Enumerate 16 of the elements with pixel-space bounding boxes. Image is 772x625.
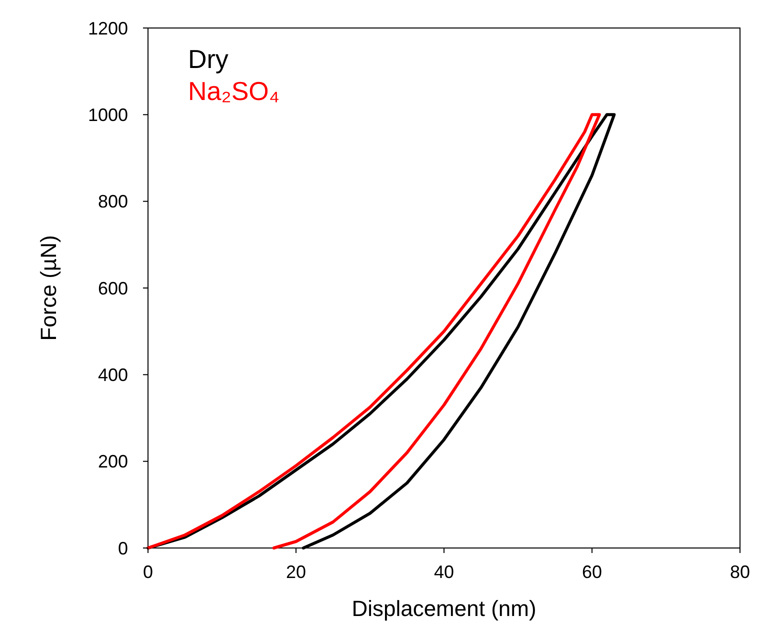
y-tick-label: 200 [98, 452, 128, 472]
text: Na₂SO₄ [188, 76, 280, 106]
y-tick-label: 1000 [88, 104, 128, 125]
y-tick-label: 600 [98, 278, 128, 298]
y-axis-title: Force (µN) [36, 235, 61, 341]
y-tick-label: 400 [98, 364, 128, 385]
x-tick-label: 20 [286, 562, 306, 582]
y-tick-label: 1200 [88, 18, 128, 38]
y-tick-label: 800 [98, 192, 128, 212]
x-tick-label: 40 [434, 562, 454, 582]
x-tick-label: 60 [582, 562, 602, 582]
y-tick-label: 0 [118, 538, 128, 558]
x-axis-title: Displacement (nm) [352, 596, 536, 621]
x-tick-label: 80 [730, 562, 750, 582]
text: Dry [188, 44, 228, 74]
x-tick-label: 0 [142, 562, 154, 582]
